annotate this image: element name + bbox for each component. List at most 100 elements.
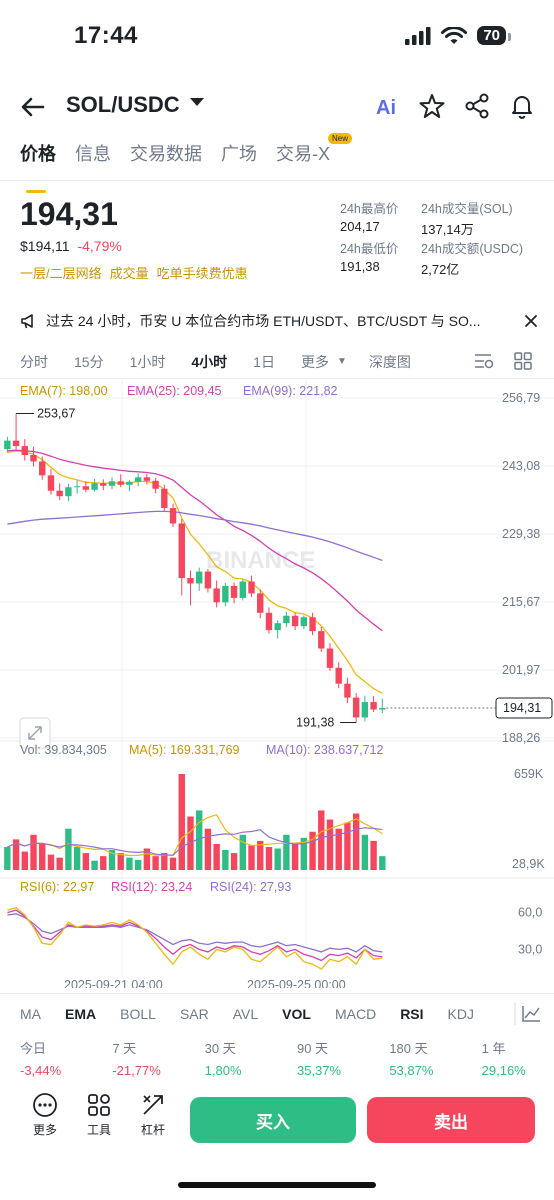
stat-low-value: 191,38 xyxy=(340,259,380,274)
tag-fee[interactable]: 吃单手续费优惠 xyxy=(156,266,248,281)
interval-15m[interactable]: 15分 xyxy=(74,354,104,370)
svg-text:Ai: Ai xyxy=(376,97,396,119)
perf-value: 35,37% xyxy=(296,1063,342,1078)
perf-value: 53,87% xyxy=(389,1063,434,1078)
tab-price[interactable]: 价格 xyxy=(20,140,56,193)
indicator-kdj[interactable]: KDJ xyxy=(447,1006,474,1022)
candle-body xyxy=(352,697,360,718)
indicator-macd[interactable]: MACD xyxy=(334,1006,377,1022)
candlestick-chart[interactable]: BINANCE EMA(7): 198,00 EMA(25): 209,45 E… xyxy=(0,378,554,988)
candle-body xyxy=(30,455,37,462)
ai-icon[interactable]: Ai xyxy=(374,92,402,120)
rsi6-legend: RSI(6): 22,97 xyxy=(20,880,94,894)
rsi12-line xyxy=(7,909,383,962)
bell-icon[interactable] xyxy=(508,92,536,120)
volume-ma10-legend: MA(10): 238.637,712 xyxy=(266,743,383,757)
indicator-avl[interactable]: AVL xyxy=(232,1006,259,1022)
perf-label: 30 天 xyxy=(204,1041,236,1056)
layout-grid-icon[interactable] xyxy=(514,352,532,370)
interval-more[interactable]: 更多 xyxy=(300,354,329,370)
pair-selector[interactable]: SOL/USDC xyxy=(66,92,180,117)
indicator-settings-icon[interactable] xyxy=(474,352,494,370)
indicator-ema[interactable]: EMA xyxy=(65,1006,97,1022)
leverage-button[interactable]: 杠杆 xyxy=(133,1092,173,1138)
buy-button[interactable]: 买入 xyxy=(190,1097,356,1143)
candle-body xyxy=(21,446,28,456)
interval-timeline[interactable]: 分时 xyxy=(20,354,48,370)
price-tick-label: 215,67 xyxy=(502,595,540,609)
expand-icon[interactable] xyxy=(19,717,51,749)
ema99-line xyxy=(7,510,383,562)
price-sub: $194,11 -4,79% xyxy=(20,238,122,254)
chart-settings-icon[interactable] xyxy=(514,1003,542,1025)
indicator-ma[interactable]: MA xyxy=(20,1006,41,1022)
perf-value: 1,80% xyxy=(204,1063,242,1078)
triangle-down-icon[interactable]: ▼ xyxy=(336,356,347,367)
stat-low: 24h最低价 191,38 xyxy=(340,238,398,274)
star-icon[interactable] xyxy=(418,92,446,120)
indicator-rsi[interactable]: RSI xyxy=(400,1006,424,1022)
stat-volume: 24h成交量(SOL) 137,14万 xyxy=(421,198,513,238)
candle-body xyxy=(126,481,133,485)
volume-bar xyxy=(108,850,116,870)
volume-bar xyxy=(379,856,386,870)
close-icon[interactable] xyxy=(522,312,540,330)
volume-bar xyxy=(4,846,11,870)
x-tick-label: 2025-09-25 00:00 xyxy=(247,978,346,988)
interval-depth[interactable]: 深度图 xyxy=(368,354,411,370)
sell-button[interactable]: 卖出 xyxy=(367,1097,535,1143)
price-tick-label: 188,26 xyxy=(502,731,540,745)
market-tabs: 价格 信息 交易数据 广场 交易-X New xyxy=(20,133,352,193)
signal-icon xyxy=(405,26,431,45)
tag-list: 一层/二层网络 成交量 吃单手续费优惠 xyxy=(20,263,248,282)
back-arrow-icon[interactable] xyxy=(18,92,48,122)
stat-low-label: 24h最低价 xyxy=(340,242,399,256)
candle-body xyxy=(291,615,299,627)
interval-1h[interactable]: 1小时 xyxy=(129,354,166,370)
volume-bar xyxy=(222,850,229,870)
perf-1y: 1 年 29,16% xyxy=(462,1038,554,1078)
indicator-sar[interactable]: SAR xyxy=(179,1006,209,1022)
volume-bar xyxy=(335,828,342,870)
candle-body xyxy=(204,571,212,589)
more-button[interactable]: 更多 xyxy=(25,1092,65,1138)
ema25-line xyxy=(7,449,383,632)
announcement-bar[interactable]: 过去 24 小时，币安 U 本位合约市场 ETH/USDT、BTC/USDT 与… xyxy=(20,310,540,332)
tag-volume[interactable]: 成交量 xyxy=(109,266,149,281)
announcement-text: 过去 24 小时，币安 U 本位合约市场 ETH/USDT、BTC/USDT 与… xyxy=(46,313,481,329)
volume-bar xyxy=(291,843,299,870)
tag-layer[interactable]: 一层/二层网络 xyxy=(20,266,102,281)
chevron-down-icon[interactable] xyxy=(190,98,204,106)
chart-watermark: BINANCE xyxy=(206,547,315,574)
interval-4h[interactable]: 4小时 xyxy=(191,354,228,370)
volume-bar xyxy=(12,839,20,870)
volume-bar xyxy=(21,851,28,870)
candle-body xyxy=(91,483,98,490)
volume-bar xyxy=(56,857,63,870)
volume-bar xyxy=(213,843,220,870)
rsi-tick-label: 60,0 xyxy=(518,906,542,920)
indicator-boll[interactable]: BOLL xyxy=(120,1006,156,1022)
volume-bar xyxy=(143,848,151,870)
rsi-tick-label: 30,0 xyxy=(518,942,542,956)
tab-trading-data[interactable]: 交易数据 xyxy=(130,144,202,164)
tools-button[interactable]: 工具 xyxy=(79,1092,119,1138)
rsi6-line xyxy=(7,906,383,970)
volume-bar xyxy=(318,810,325,870)
perf-value: 29,16% xyxy=(481,1063,526,1078)
tab-trade-x[interactable]: 交易-X New xyxy=(276,133,352,180)
volume-legend: Vol: 39.834,305 xyxy=(20,743,107,757)
indicator-vol[interactable]: VOL xyxy=(282,1006,311,1022)
leverage-icon xyxy=(143,1095,163,1115)
stat-volume-value: 137,14万 xyxy=(421,222,474,237)
tab-square[interactable]: 广场 xyxy=(221,144,257,164)
volume-bar xyxy=(257,840,264,870)
candle-body xyxy=(213,588,220,603)
volume-bar xyxy=(265,846,273,870)
tab-info[interactable]: 信息 xyxy=(75,144,111,164)
candle-body xyxy=(117,481,124,485)
price-tick-label: 201,97 xyxy=(502,663,540,677)
candle-body xyxy=(326,648,334,668)
interval-1d[interactable]: 1日 xyxy=(253,354,275,370)
share-icon[interactable] xyxy=(463,92,491,120)
